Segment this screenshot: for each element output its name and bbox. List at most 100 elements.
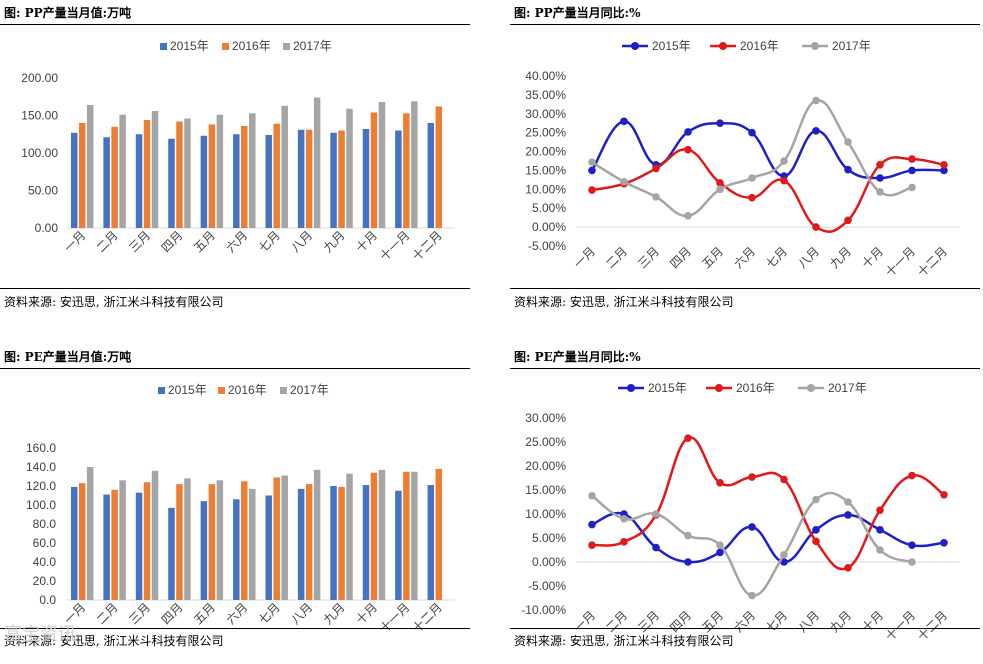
bar — [70, 486, 78, 600]
data-point — [876, 506, 884, 514]
x-tick-label: 十一月 — [883, 608, 918, 643]
bar — [435, 468, 443, 600]
y-tick-label: 0.00 — [35, 221, 59, 235]
y-tick-label: 0.00% — [532, 555, 566, 569]
bar — [176, 121, 183, 228]
x-tick-label: 十月 — [353, 600, 380, 627]
bar — [273, 123, 280, 228]
data-point — [908, 558, 916, 566]
legend-label: 2017年 — [832, 39, 871, 53]
y-tick-label: 15.00% — [525, 163, 566, 177]
legend-swatch — [160, 43, 167, 50]
data-point — [844, 138, 852, 146]
bar — [330, 132, 337, 228]
x-tick-label: 八月 — [288, 600, 315, 627]
y-tick-label: 20.00% — [525, 145, 566, 159]
data-point — [812, 526, 820, 534]
panel-pe-output: 图: PE产量当月值:万吨 2015年 2016年 2017年 0.0 20.0 40.0… — [0, 344, 470, 664]
data-point — [844, 563, 852, 572]
y-tick-label: 35.00% — [525, 88, 566, 102]
data-point — [844, 498, 852, 506]
bar — [143, 120, 151, 228]
y-tick-label: -10.00% — [521, 603, 566, 617]
bar — [281, 105, 288, 228]
data-point — [748, 174, 756, 182]
data-point — [940, 539, 948, 547]
series-line — [591, 436, 945, 571]
x-tick-label: 七月 — [763, 608, 790, 635]
y-tick-label: 10.00% — [525, 182, 566, 196]
source-rule — [510, 288, 980, 289]
x-tick-label: 五月 — [699, 244, 726, 271]
legend-label: 2016年 — [740, 39, 779, 53]
x-tick-label: 五月 — [191, 600, 218, 627]
x-tick-label: 三月 — [635, 244, 662, 271]
bar — [395, 130, 402, 228]
bar — [241, 126, 248, 228]
y-tick-label: 160.0 — [26, 441, 56, 455]
bar — [330, 486, 337, 600]
bar — [111, 126, 118, 228]
pp-output-bar-chart: 2015年 2016年 2017年 0.00 50.00 100.00 150.00 200.… — [21, 39, 455, 264]
bar — [78, 123, 86, 228]
bar — [208, 484, 216, 600]
data-point — [940, 160, 948, 169]
data-point — [748, 591, 756, 600]
data-point — [876, 526, 884, 534]
source-rule — [0, 288, 470, 289]
bar — [338, 486, 345, 600]
y-tick-label: 50.00 — [28, 184, 58, 198]
data-point — [716, 541, 724, 549]
y-tick-label: 30.00% — [525, 411, 566, 425]
legend-swatch — [280, 387, 287, 394]
bar — [411, 101, 418, 228]
x-tick-label: 四月 — [159, 600, 186, 627]
x-tick-label: 一月 — [571, 244, 598, 271]
x-tick-label: 七月 — [256, 228, 283, 255]
legend-label: 2016年 — [232, 39, 271, 53]
data-point — [876, 160, 884, 169]
bar — [241, 481, 248, 600]
data-point — [876, 546, 884, 554]
bar — [103, 494, 110, 600]
legend-marker — [811, 42, 819, 50]
x-tick-label: 三月 — [126, 228, 153, 255]
x-tick-label: 五月 — [191, 228, 218, 255]
bar — [281, 475, 288, 600]
x-tick-label: 七月 — [763, 244, 790, 271]
series-line — [591, 511, 945, 564]
bar — [403, 113, 410, 228]
bar — [249, 488, 256, 600]
y-tick-label: 40.0 — [33, 555, 57, 569]
data-point — [812, 223, 820, 231]
legend-marker — [719, 42, 727, 50]
data-point — [620, 177, 628, 186]
series-line — [590, 120, 945, 180]
x-tick-label: 九月 — [321, 228, 348, 255]
data-point — [748, 473, 756, 481]
legend-label: 2016年 — [228, 383, 267, 397]
data-point — [940, 166, 948, 175]
bar — [143, 482, 151, 600]
data-point — [652, 510, 660, 518]
data-point — [588, 158, 596, 166]
y-tick-label: 140.0 — [26, 460, 56, 474]
y-tick-label: 15.00% — [525, 483, 566, 497]
legend-marker — [631, 42, 639, 50]
bar — [208, 124, 216, 228]
bar — [111, 489, 118, 600]
data-point — [908, 155, 916, 163]
bar — [200, 135, 208, 228]
bar — [338, 130, 345, 228]
bar — [168, 138, 175, 228]
data-point — [876, 188, 884, 196]
data-point — [812, 126, 820, 135]
bar — [297, 488, 305, 600]
source-note: 资料来源: 安迅思, 浙江米斗科技有限公司 — [514, 634, 734, 648]
bar — [427, 485, 435, 600]
bar — [103, 137, 110, 228]
x-tick-label: 七月 — [256, 600, 283, 627]
bar — [135, 492, 143, 600]
legend-label: 2017年 — [828, 381, 867, 395]
x-tick-label: 十二月 — [915, 608, 950, 643]
